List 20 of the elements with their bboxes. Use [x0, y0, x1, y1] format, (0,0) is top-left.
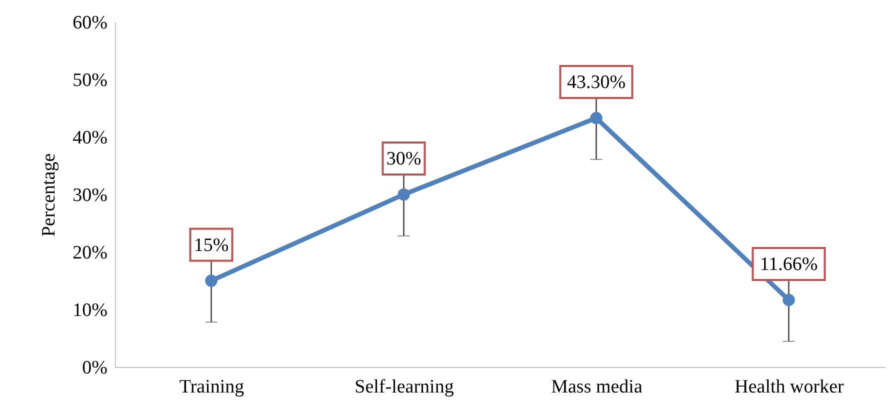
y-tick-label: 0%: [82, 358, 108, 378]
y-tick-label: 40%: [72, 128, 108, 148]
y-tick-label: 10%: [72, 300, 108, 321]
y-tick-label: 20%: [72, 242, 108, 264]
text: 43.30%: [566, 72, 626, 94]
point: [398, 188, 410, 201]
x-tick-label: Health worker: [734, 376, 845, 398]
point: [590, 112, 602, 124]
y-axis-title: Percentage: [38, 153, 60, 237]
y-tick-label: 30%: [72, 185, 108, 206]
x-tick-label: Self-learning: [354, 376, 454, 398]
text: 11.66%: [760, 254, 818, 275]
text: 15%: [194, 234, 229, 256]
point: [205, 274, 218, 287]
x-tick-label: Mass media: [551, 376, 643, 398]
x-tick-label: Training: [179, 376, 245, 398]
y-tick-label: 50%: [72, 70, 108, 91]
y-tick-label: 60%: [72, 12, 108, 34]
point: [782, 294, 795, 306]
text: 30%: [386, 148, 422, 170]
